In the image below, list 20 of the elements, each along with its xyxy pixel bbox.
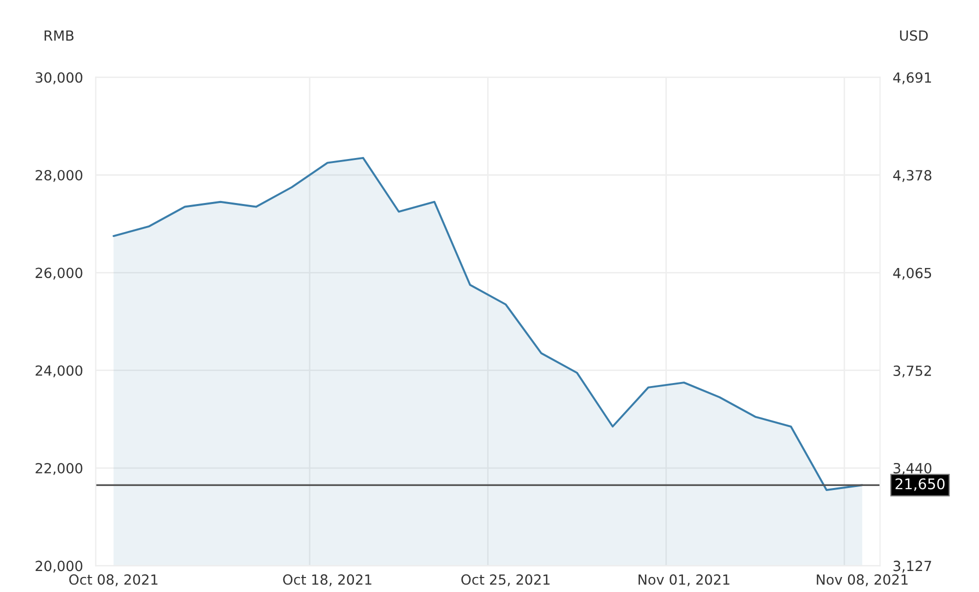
y-axis-title: RMB bbox=[44, 30, 74, 41]
y-tick-label: 28,000 bbox=[36, 170, 82, 182]
y2-tick-label: 4,691 bbox=[893, 72, 931, 84]
x-tick-label: Oct 18, 2021 bbox=[283, 574, 372, 586]
ref-line-label: 21,650 bbox=[896, 478, 945, 491]
y-tick-label: 30,000 bbox=[36, 72, 82, 84]
y2-tick-label: 4,065 bbox=[893, 268, 932, 280]
y-tick-label: 26,000 bbox=[36, 268, 82, 280]
y2-tick-label: 4,378 bbox=[893, 170, 932, 182]
x-tick-label: Oct 08, 2021 bbox=[69, 574, 158, 586]
x-tick-label: Nov 01, 2021 bbox=[638, 574, 730, 586]
x-tick-label: Oct 25, 2021 bbox=[461, 574, 550, 586]
y2-tick-label: 3,440 bbox=[894, 462, 932, 475]
y-tick-label: 22,000 bbox=[36, 463, 82, 475]
y2-tick-label: 3,752 bbox=[894, 366, 931, 378]
y2-tick-label: 3,127 bbox=[894, 560, 932, 573]
x-tick-label: Nov 08, 2021 bbox=[816, 574, 908, 586]
y2-axis-title: USD bbox=[900, 30, 928, 41]
y-tick-label: 20,000 bbox=[36, 560, 82, 573]
y-tick-label: 24,000 bbox=[36, 365, 82, 378]
